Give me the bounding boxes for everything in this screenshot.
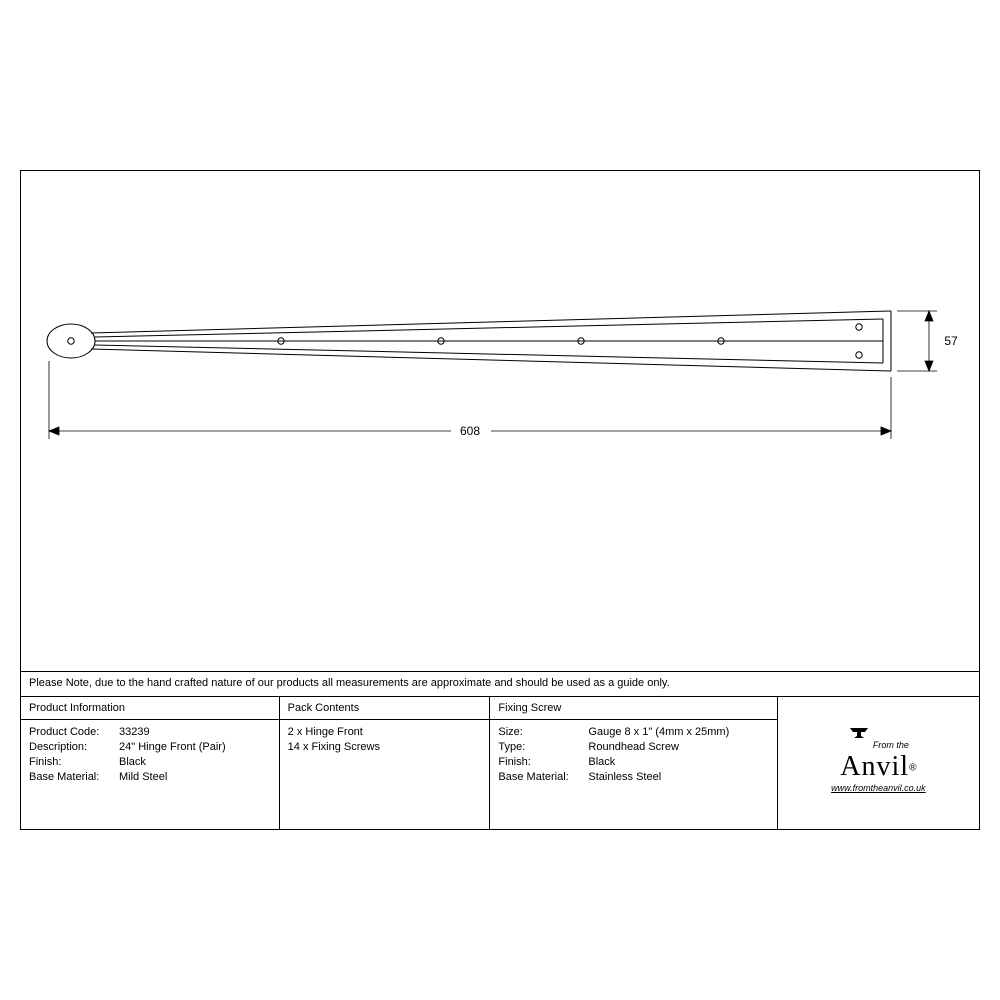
pack-line-1: 2 x Hinge Front [288, 726, 482, 738]
product-info-column: Product Information Product Code:33239 D… [21, 697, 280, 829]
logo-column: From the Anvil® www.fromtheanvil.co.uk [778, 697, 979, 829]
height-dimension: 57 [944, 334, 958, 348]
screw-type-value: Roundhead Screw [588, 741, 679, 753]
product-info-header: Product Information [21, 697, 279, 720]
product-code-value: 33239 [119, 726, 150, 738]
disclaimer-note: Please Note, due to the hand crafted nat… [21, 671, 979, 697]
base-material-value: Mild Steel [119, 771, 167, 783]
base-material-label: Base Material: [29, 771, 119, 783]
logo-name: Anvil [840, 751, 909, 782]
product-code-label: Product Code: [29, 726, 119, 738]
screw-size-value: Gauge 8 x 1" (4mm x 25mm) [588, 726, 729, 738]
fixing-screw-header: Fixing Screw [490, 697, 776, 720]
screw-size-label: Size: [498, 726, 588, 738]
fixing-screw-column: Fixing Screw Size:Gauge 8 x 1" (4mm x 25… [490, 697, 777, 829]
screw-base-value: Stainless Steel [588, 771, 661, 783]
registered-icon: ® [909, 762, 916, 773]
info-panel: Product Information Product Code:33239 D… [21, 697, 979, 829]
brand-logo: From the Anvil® www.fromtheanvil.co.uk [831, 734, 926, 793]
description-value: 24" Hinge Front (Pair) [119, 741, 226, 753]
screw-finish-label: Finish: [498, 756, 588, 768]
pack-contents-column: Pack Contents 2 x Hinge Front 14 x Fixin… [280, 697, 491, 829]
hinge-diagram: 608 57 [21, 171, 981, 671]
technical-drawing: 608 57 [21, 171, 979, 671]
pack-contents-header: Pack Contents [280, 697, 490, 720]
screw-base-label: Base Material: [498, 771, 588, 783]
logo-url: www.fromtheanvil.co.uk [831, 783, 926, 793]
screw-type-label: Type: [498, 741, 588, 753]
finish-label: Finish: [29, 756, 119, 768]
finish-value: Black [119, 756, 146, 768]
width-dimension: 608 [460, 424, 480, 438]
pack-line-2: 14 x Fixing Screws [288, 741, 482, 753]
screw-finish-value: Black [588, 756, 615, 768]
anvil-icon [848, 726, 870, 740]
spec-sheet: 608 57 Please Note, due to the hand craf… [20, 170, 980, 830]
description-label: Description: [29, 741, 119, 753]
logo-from-text: From the [873, 740, 909, 750]
